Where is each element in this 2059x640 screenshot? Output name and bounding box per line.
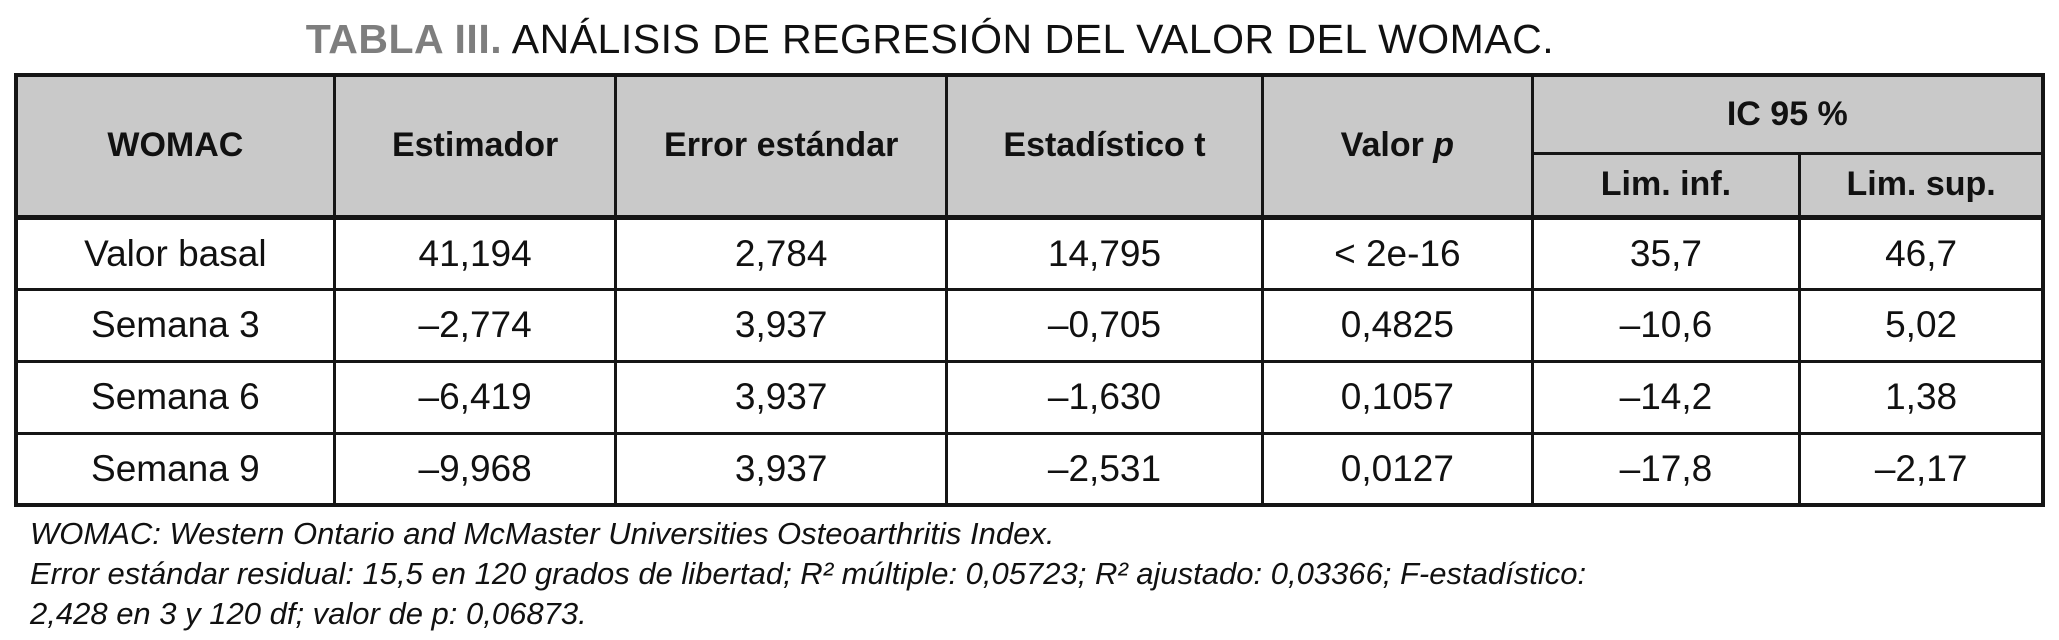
cell-womac: Semana 9: [14, 431, 336, 507]
footnote-line-3: 2,428 en 3 y 120 df; valor de p: 0,06873…: [30, 596, 587, 631]
cell-lim-inf: –17,8: [1530, 431, 1802, 507]
cell-t: 14,795: [944, 215, 1265, 291]
footnote-line-1: WOMAC: Western Ontario and McMaster Univ…: [30, 516, 1055, 551]
cell-lim-sup: –2,17: [1798, 431, 2045, 507]
cell-error: 3,937: [614, 287, 948, 363]
cell-p: < 2e-16: [1261, 215, 1534, 291]
cell-womac: Valor basal: [14, 215, 336, 291]
table-row-semana-9: Semana 9 –9,968 3,937 –2,531 0,0127 –17,…: [14, 431, 2045, 507]
cell-p: 0,0127: [1261, 431, 1534, 507]
cell-estimador: –6,419: [332, 359, 618, 435]
cell-error: 3,937: [614, 359, 948, 435]
column-header-lim-inf: Lim. inf.: [1530, 151, 1802, 220]
cell-error: 2,784: [614, 215, 948, 291]
cell-t: –0,705: [944, 287, 1265, 363]
cell-lim-sup: 5,02: [1798, 287, 2045, 363]
valor-p-symbol: p: [1433, 126, 1455, 165]
cell-lim-inf: –10,6: [1530, 287, 1802, 363]
cell-lim-inf: 35,7: [1530, 215, 1802, 291]
column-header-estimador: Estimador: [332, 73, 618, 220]
cell-t: –2,531: [944, 431, 1265, 507]
valor-p-label: Valor: [1340, 126, 1434, 165]
table-title-number: TABLA III.: [305, 16, 503, 62]
column-header-error-estandar: Error estándar: [614, 73, 948, 220]
table-footnotes: WOMAC: Western Ontario and McMaster Univ…: [30, 514, 1586, 634]
cell-womac: Semana 6: [14, 359, 336, 435]
regression-table: WOMAC Estimador Error estándar Estadísti…: [14, 73, 2045, 507]
cell-estimador: 41,194: [332, 215, 618, 291]
cell-lim-sup: 1,38: [1798, 359, 2045, 435]
table-title-text: ANÁLISIS DE REGRESIÓN DEL VALOR DEL WOMA…: [502, 16, 1555, 62]
column-header-estadistico-t: Estadístico t: [944, 73, 1265, 220]
column-header-ic95: IC 95 %: [1530, 73, 2045, 155]
table-row-valor-basal: Valor basal 41,194 2,784 14,795 < 2e-16 …: [14, 215, 2045, 291]
table-title: TABLA III. ANÁLISIS DE REGRESIÓN DEL VAL…: [0, 16, 1860, 63]
cell-estimador: –2,774: [332, 287, 618, 363]
cell-p: 0,1057: [1261, 359, 1534, 435]
cell-lim-sup: 46,7: [1798, 215, 2045, 291]
footnote-line-2: Error estándar residual: 15,5 en 120 gra…: [30, 556, 1587, 591]
cell-lim-inf: –14,2: [1530, 359, 1802, 435]
cell-p: 0,4825: [1261, 287, 1534, 363]
column-header-valor-p: Valor p: [1261, 73, 1534, 220]
column-header-womac: WOMAC: [14, 73, 336, 220]
cell-error: 3,937: [614, 431, 948, 507]
cell-womac: Semana 3: [14, 287, 336, 363]
cell-t: –1,630: [944, 359, 1265, 435]
cell-estimador: –9,968: [332, 431, 618, 507]
table-row-semana-3: Semana 3 –2,774 3,937 –0,705 0,4825 –10,…: [14, 287, 2045, 363]
column-header-lim-sup: Lim. sup.: [1798, 151, 2045, 220]
table-row-semana-6: Semana 6 –6,419 3,937 –1,630 0,1057 –14,…: [14, 359, 2045, 435]
